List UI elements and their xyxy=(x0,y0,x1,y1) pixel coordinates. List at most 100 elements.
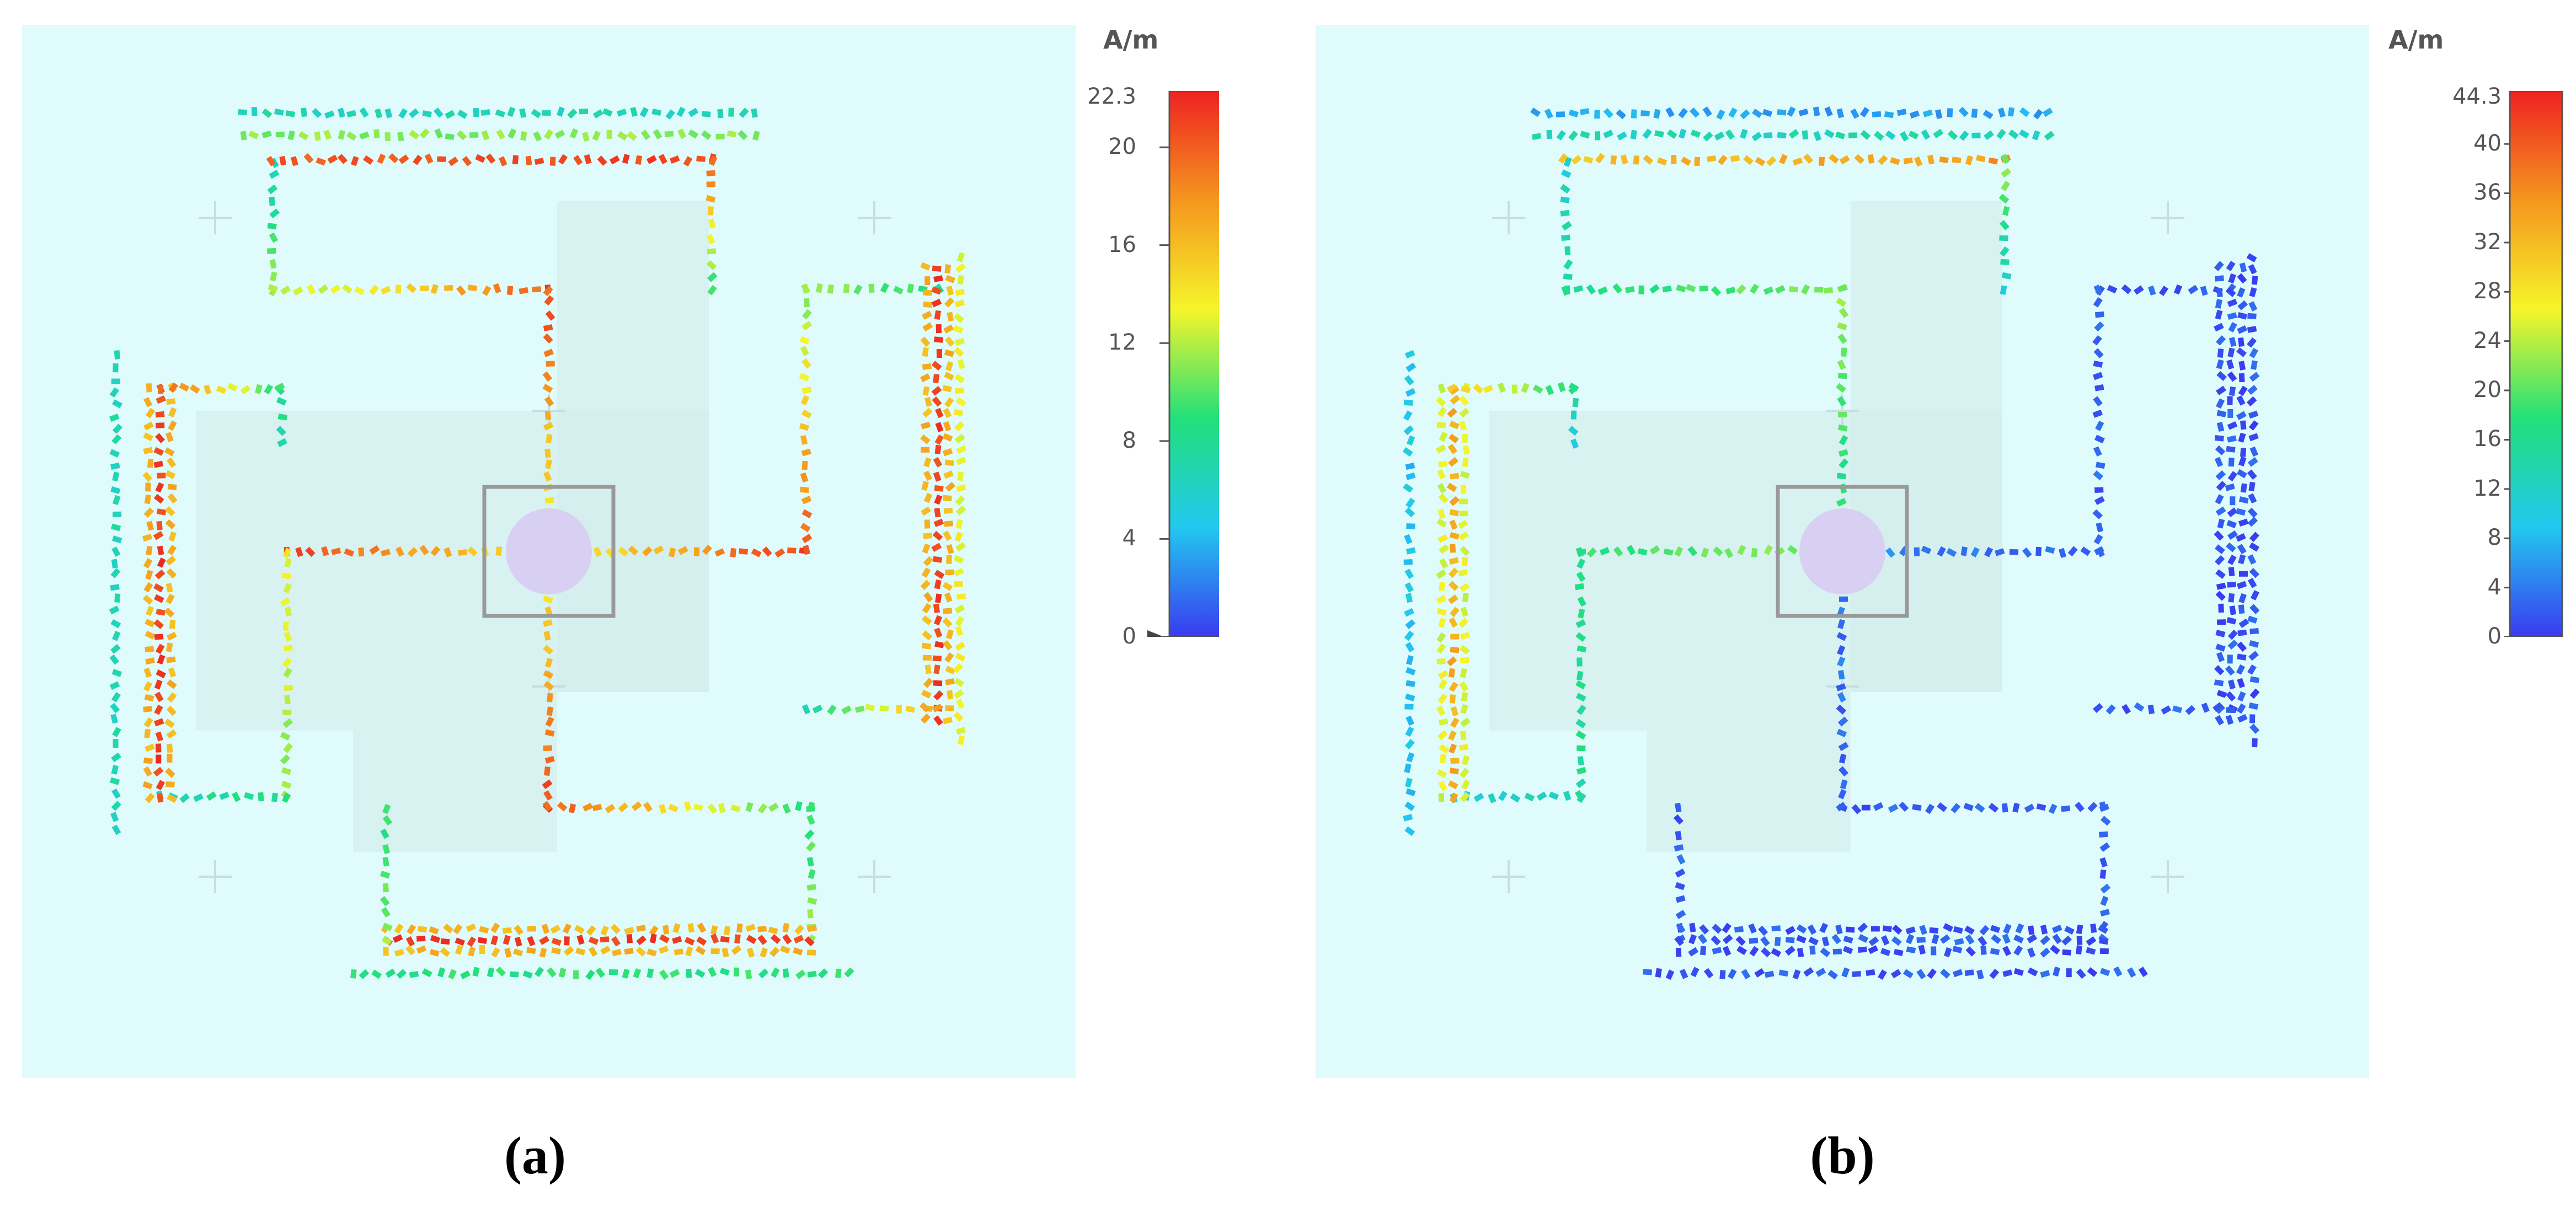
current-vector xyxy=(2238,593,2247,604)
current-vector xyxy=(269,208,280,219)
current-vector xyxy=(1448,730,1457,741)
current-vector xyxy=(419,545,429,555)
current-vector xyxy=(564,936,570,946)
current-vector xyxy=(702,544,712,555)
current-vector xyxy=(2002,946,2012,956)
current-vector xyxy=(1404,608,1414,617)
current-vector xyxy=(1449,682,1458,693)
current-vector xyxy=(2214,530,2224,541)
current-vector xyxy=(943,421,952,432)
current-vector xyxy=(312,108,322,119)
current-vector xyxy=(276,426,286,436)
current-vector xyxy=(1568,130,1578,141)
current-vector xyxy=(1404,739,1415,749)
current-vector xyxy=(1631,109,1637,119)
port-box xyxy=(482,485,616,618)
current-vector xyxy=(1577,596,1586,607)
current-vector xyxy=(1996,128,2006,140)
current-vector xyxy=(1405,463,1415,470)
current-vector xyxy=(307,284,316,295)
current-vector xyxy=(1560,184,1570,194)
current-vector xyxy=(1405,715,1414,726)
current-vector xyxy=(942,385,952,393)
current-vector xyxy=(290,156,298,167)
colorbar-max-b: 44.3 xyxy=(2452,84,2502,109)
current-vector xyxy=(933,518,944,527)
current-vector xyxy=(146,521,154,531)
current-vector xyxy=(922,363,932,370)
current-vector xyxy=(1459,582,1470,592)
current-vector xyxy=(143,558,153,569)
current-vector xyxy=(2216,652,2225,662)
current-vector xyxy=(922,322,933,332)
current-vector xyxy=(2093,360,2103,368)
current-vector xyxy=(922,630,933,641)
current-vector xyxy=(384,132,391,141)
current-vector xyxy=(1824,287,1834,294)
current-vector xyxy=(1570,410,1577,420)
current-vector xyxy=(495,109,506,118)
current-vector xyxy=(1837,373,1847,379)
current-vector xyxy=(1899,131,1909,142)
current-vector xyxy=(707,285,717,296)
current-vector xyxy=(460,970,471,980)
current-vector xyxy=(2086,947,2096,955)
current-vector xyxy=(760,947,768,958)
current-vector xyxy=(153,460,164,468)
current-vector xyxy=(2226,707,2235,714)
current-vector xyxy=(2201,702,2210,713)
current-vector xyxy=(762,546,772,557)
current-vector xyxy=(639,107,649,117)
current-vector xyxy=(643,802,653,813)
current-vector xyxy=(954,678,965,688)
current-vector xyxy=(618,802,629,813)
current-vector xyxy=(1882,925,1892,932)
field-plot-a xyxy=(22,25,1076,1078)
current-vector xyxy=(527,926,537,932)
current-vector xyxy=(1561,221,1572,231)
current-vector xyxy=(114,593,121,603)
current-vector xyxy=(2237,653,2247,661)
current-vector xyxy=(710,925,718,935)
current-vector xyxy=(110,702,120,714)
current-vector xyxy=(923,592,933,603)
current-vector xyxy=(496,129,506,140)
current-vector xyxy=(2237,714,2248,723)
current-vector xyxy=(955,519,963,529)
current-vector xyxy=(1722,946,1731,957)
current-vector xyxy=(1405,667,1416,675)
current-vector xyxy=(1899,801,1909,812)
current-vector xyxy=(1597,286,1608,296)
current-vector xyxy=(1580,131,1590,139)
current-vector xyxy=(2238,554,2246,565)
current-vector xyxy=(2061,935,2072,946)
current-vector xyxy=(280,597,291,607)
current-vector xyxy=(1436,658,1446,664)
current-vector xyxy=(868,283,875,293)
current-vector xyxy=(109,414,120,422)
current-vector xyxy=(943,640,953,651)
current-vector xyxy=(1988,157,1998,165)
current-vector xyxy=(1563,791,1572,801)
current-vector xyxy=(281,781,292,789)
current-vector xyxy=(801,283,811,294)
current-vector xyxy=(112,399,122,409)
current-vector xyxy=(2237,273,2247,284)
current-vector xyxy=(693,803,703,811)
current-vector xyxy=(922,347,929,357)
current-vector xyxy=(1988,803,1999,813)
current-vector xyxy=(2035,546,2042,556)
current-vector xyxy=(1653,109,1661,119)
current-vector xyxy=(112,423,123,434)
current-vector xyxy=(1766,156,1777,167)
current-vector xyxy=(1404,826,1415,836)
current-vector xyxy=(1958,106,1969,117)
current-vector xyxy=(921,567,931,578)
current-vector xyxy=(143,421,154,431)
current-vector xyxy=(359,969,370,979)
current-vector xyxy=(2249,604,2260,614)
colorbar-tick-label: 8 xyxy=(1122,427,1136,453)
current-vector xyxy=(1840,779,1848,790)
current-vector xyxy=(1679,968,1688,979)
current-vector xyxy=(1579,108,1590,115)
